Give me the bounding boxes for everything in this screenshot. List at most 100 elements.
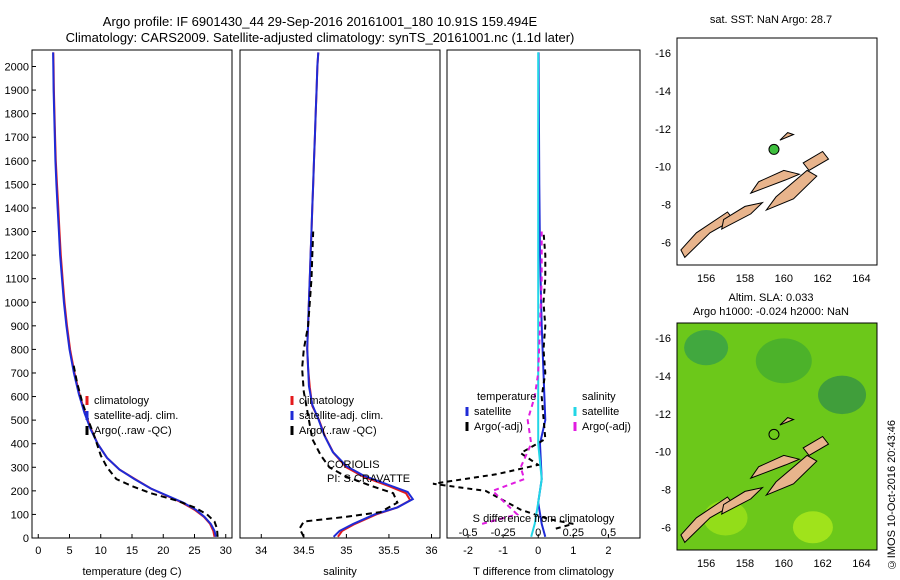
legend-label: satellite-adj. clim. <box>299 410 383 422</box>
x-tick-label: 15 <box>126 545 138 557</box>
y-tick-label: 1600 <box>5 156 29 168</box>
x-tick-label: 2 <box>605 545 611 557</box>
island-shape <box>802 435 830 457</box>
x-tick-label: 0 <box>535 545 541 557</box>
x-tick-label: 1 <box>570 545 576 557</box>
y-tick-label: 2000 <box>5 62 29 74</box>
y-tick-label: 1800 <box>5 109 29 121</box>
island-shape <box>680 496 735 544</box>
y-tick-label: -6 <box>661 237 671 249</box>
sea-anomaly-patch <box>792 511 833 544</box>
island-shape <box>680 211 735 259</box>
y-tick-label: 1900 <box>5 85 29 97</box>
x-tick-label: 34.5 <box>293 545 314 557</box>
x-axis-label-top: S difference from climatology <box>473 513 615 525</box>
annotation-text: PI: S.CRAVATTE <box>327 473 410 485</box>
x-tick-label: 25 <box>188 545 200 557</box>
x-tick-label: 5 <box>66 545 72 557</box>
y-tick-label: 700 <box>11 368 29 380</box>
plot-border <box>31 49 233 539</box>
series-line-diff <box>537 52 547 538</box>
island-shape <box>802 150 830 172</box>
y-tick-label: -8 <box>661 484 671 496</box>
legend-label: Argo(-adj) <box>474 421 523 433</box>
y-tick-label: -14 <box>655 371 671 383</box>
sea-anomaly-patch <box>755 338 812 384</box>
y-tick-label: 1200 <box>5 250 29 262</box>
series-line-sal <box>306 52 415 538</box>
y-tick-label: -6 <box>661 522 671 534</box>
y-tick-label: -12 <box>655 124 671 136</box>
y-tick-label: 200 <box>11 486 29 498</box>
y-tick-label: 900 <box>11 321 29 333</box>
x-tick-label: 0 <box>35 545 41 557</box>
y-tick-label: -10 <box>655 162 671 174</box>
plot-border <box>676 322 878 551</box>
island-shape <box>764 169 818 212</box>
x-axis-label: T difference from climatology <box>473 566 614 578</box>
legend-label: climatology <box>94 395 150 407</box>
x-tick-label-top: 0.5 <box>601 527 616 539</box>
y-tick-label: 800 <box>11 344 29 356</box>
series-line-sal <box>298 231 399 538</box>
x-tick-label: 36 <box>425 545 437 557</box>
x-tick-label-top: 0 <box>535 527 541 539</box>
plot-border <box>239 49 441 539</box>
legend-label: satellite-adj. clim. <box>94 410 178 422</box>
x-tick-label: 160 <box>775 558 793 570</box>
y-tick-label: -14 <box>655 86 671 98</box>
y-tick-label: 600 <box>11 392 29 404</box>
island-shape <box>779 132 795 141</box>
profile-location-marker <box>768 143 780 155</box>
series-line-diff <box>481 231 543 525</box>
x-axis-label: salinity <box>323 566 357 578</box>
y-tick-label: -16 <box>655 48 671 60</box>
x-axis-label: temperature (deg C) <box>82 566 181 578</box>
legend-label: Argo(-adj) <box>582 421 631 433</box>
y-tick-label: 500 <box>11 415 29 427</box>
x-tick-label: 34 <box>255 545 267 557</box>
y-tick-label: -10 <box>655 447 671 459</box>
y-tick-label: -16 <box>655 333 671 345</box>
argo-height-label: Argo h1000: -0.024 h2000: NaN <box>693 306 849 318</box>
x-tick-label-top: -0.5 <box>459 527 478 539</box>
x-tick-label-top: 0.25 <box>563 527 584 539</box>
x-tick-label: 162 <box>813 558 831 570</box>
x-tick-label: 162 <box>813 273 831 285</box>
x-tick-label: 35 <box>340 545 352 557</box>
island-shape <box>721 201 765 231</box>
legend-title: salinity <box>582 391 616 403</box>
x-tick-label: 156 <box>697 273 715 285</box>
island-shape <box>721 486 765 516</box>
island-shape <box>749 454 801 480</box>
plot-title-1: Argo profile: IF 6901430_44 29-Sep-2016 … <box>102 14 538 29</box>
sla-label: Altim. SLA: 0.033 <box>728 292 814 304</box>
island-shape <box>764 454 818 497</box>
series-line-temp <box>72 363 219 537</box>
profile-location-marker <box>768 428 780 440</box>
series-line-diff <box>432 231 574 530</box>
x-tick-label: 156 <box>697 558 715 570</box>
y-tick-label: -12 <box>655 409 671 421</box>
x-tick-label: 160 <box>775 273 793 285</box>
x-tick-label: -2 <box>463 545 473 557</box>
island-shape <box>779 417 795 426</box>
annotation-text: CORIOLIS <box>327 459 380 471</box>
x-tick-label: 10 <box>95 545 107 557</box>
plot-border <box>446 49 641 539</box>
plot-title-2: Climatology: CARS2009. Satellite-adjuste… <box>65 30 575 45</box>
y-tick-label: 300 <box>11 462 29 474</box>
legend-label: satellite <box>582 406 619 418</box>
x-tick-label: 158 <box>736 273 754 285</box>
legend-label: climatology <box>299 395 355 407</box>
x-tick-label: 20 <box>157 545 169 557</box>
x-tick-label: -1 <box>498 545 508 557</box>
x-tick-label: 158 <box>736 558 754 570</box>
y-tick-label: 1300 <box>5 227 29 239</box>
y-tick-label: 1100 <box>5 274 29 286</box>
legend-label: Argo(..raw -QC) <box>94 425 172 437</box>
y-tick-label: 1500 <box>5 179 29 191</box>
x-tick-label: 164 <box>852 273 870 285</box>
x-tick-label: 30 <box>220 545 232 557</box>
